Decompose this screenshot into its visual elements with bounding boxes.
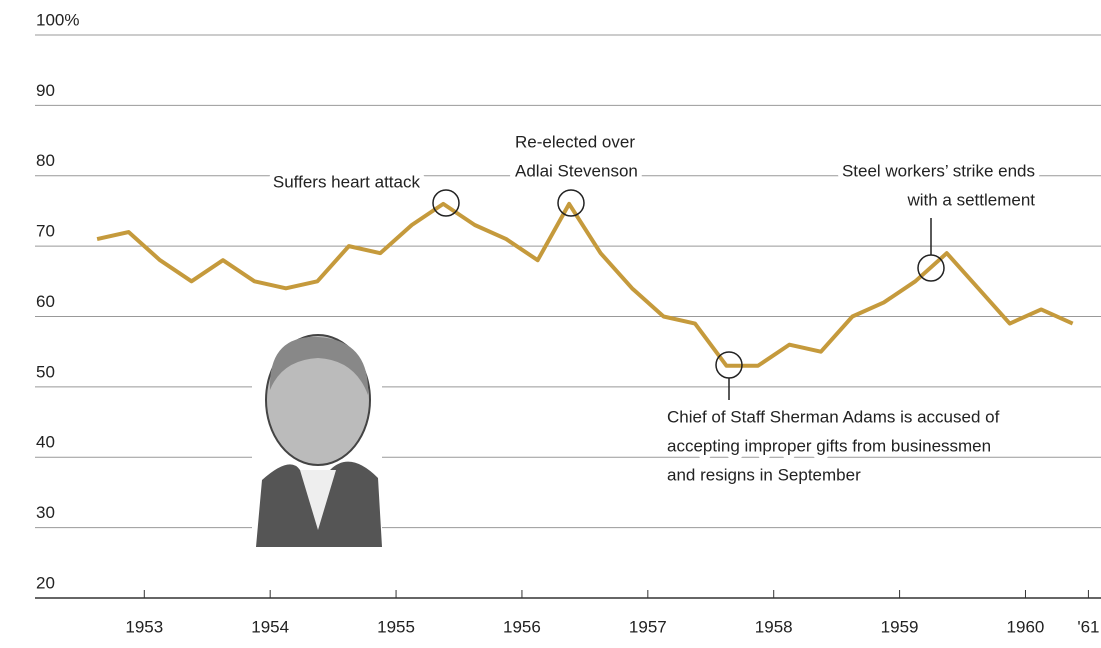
x-tick-label: 1960 xyxy=(1007,617,1045,636)
annotation-circle xyxy=(558,190,584,216)
annotation-circle xyxy=(433,190,459,216)
annotation: Steel workers’ strike ends xyxy=(842,161,1035,180)
y-tick-label: 60 xyxy=(36,292,55,311)
annotation: Suffers heart attack xyxy=(273,172,421,191)
annotation: Chief of Staff Sherman Adams is accused … xyxy=(667,407,1000,426)
portrait xyxy=(252,335,382,547)
x-tick-label: 1955 xyxy=(377,617,415,636)
x-tick-label: 1953 xyxy=(125,617,163,636)
annotation: and resigns in September xyxy=(667,465,861,484)
x-tick-label: 1956 xyxy=(503,617,541,636)
y-tick-label: 40 xyxy=(36,433,55,452)
y-tick-label: 20 xyxy=(36,573,55,592)
annotation: accepting improper gifts from businessme… xyxy=(667,436,991,455)
annotation: Re-elected over xyxy=(515,132,635,151)
y-tick-label: 70 xyxy=(36,222,55,241)
y-tick-label: 90 xyxy=(36,81,55,100)
x-tick-label: '61 xyxy=(1077,617,1099,636)
x-tick-label: 1957 xyxy=(629,617,667,636)
y-tick-label: 30 xyxy=(36,503,55,522)
grid xyxy=(35,35,1101,598)
y-tick-label: 80 xyxy=(36,151,55,170)
annotation: with a settlement xyxy=(906,190,1035,209)
annotation-connectors xyxy=(729,218,931,400)
annotation: Adlai Stevenson xyxy=(515,161,638,180)
x-tick-label: 1959 xyxy=(881,617,919,636)
chart: 20 30 40 50 60 70 80 90 100% 1953 1954 1955 1956 1957… xyxy=(0,0,1101,643)
x-tick-label: 1954 xyxy=(251,617,289,636)
y-tick-label: 50 xyxy=(36,362,55,381)
line xyxy=(97,204,1073,366)
x-tick-label: 1958 xyxy=(755,617,793,636)
y-tick-label: 100% xyxy=(36,10,79,29)
